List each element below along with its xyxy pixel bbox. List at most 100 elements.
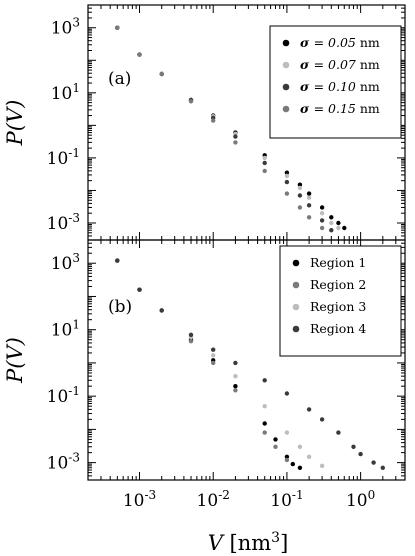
data-point [336, 220, 341, 226]
panel-label: (b) [108, 297, 132, 317]
data-point [306, 215, 312, 220]
panel-label: (a) [108, 69, 131, 89]
x-tick-label: 10-1 [270, 488, 303, 511]
data-point [284, 457, 290, 463]
data-point [284, 391, 290, 396]
data-point [115, 25, 120, 30]
data-point [262, 168, 267, 174]
data-point [233, 134, 238, 139]
data-point [211, 347, 216, 352]
legend-marker [292, 325, 300, 333]
legend: σ = 0.05 nm σ = 0.07 nm σ = 0.10 nm σ = 0.1… [269, 25, 402, 139]
data-point [137, 287, 142, 292]
data-point [319, 417, 325, 422]
x-tick-label: 100 [346, 488, 375, 511]
data-point [233, 374, 238, 379]
x-tick-label: 10-3 [123, 488, 156, 511]
legend-label: σ = 0.15 nm [300, 101, 380, 116]
data-point [233, 388, 238, 393]
data-point [319, 218, 325, 223]
data-point [306, 454, 312, 459]
legend-marker [282, 61, 290, 69]
series-4 [115, 25, 325, 231]
data-points [115, 25, 347, 233]
data-point [262, 421, 267, 426]
data-point [262, 155, 267, 161]
legend-box [269, 25, 402, 139]
data-point [329, 215, 334, 220]
data-point [284, 430, 290, 435]
data-point [262, 160, 267, 166]
series-2 [115, 25, 341, 231]
data-point [273, 437, 278, 442]
data-point [342, 225, 347, 231]
data-point [284, 170, 290, 175]
y-tick-label: 103 [51, 251, 80, 274]
legend-label: σ = 0.05 nm [300, 35, 380, 50]
data-point [319, 225, 325, 231]
data-points [115, 258, 385, 470]
legend-label: σ = 0.07 nm [300, 57, 380, 72]
plot-frame [87, 239, 406, 481]
data-point [371, 460, 376, 465]
legend: Region 1 Region 2 Region 3 Region 4 [279, 245, 402, 357]
y-tick-label: 10-1 [47, 384, 80, 407]
data-point [329, 228, 334, 233]
y-tick-label: 10-3 [47, 451, 80, 474]
series-4 [115, 258, 385, 470]
panel-a: 10-3 10-1 101 103 P(V) (a) σ = 0.05 nm σ = 0.07… [3, 4, 406, 241]
data-point [380, 465, 385, 470]
data-point [351, 444, 356, 449]
data-point [290, 461, 295, 467]
data-point [159, 71, 164, 77]
data-point [233, 384, 238, 389]
legend-label: Region 4 [310, 321, 366, 336]
data-point [306, 195, 312, 200]
data-point [233, 140, 238, 145]
data-point [211, 353, 216, 358]
y-tick-label: 101 [51, 318, 80, 341]
data-point [211, 118, 216, 123]
legend-marker [292, 281, 300, 289]
data-point [358, 451, 363, 457]
data-point [306, 191, 312, 196]
data-point [306, 203, 312, 208]
data-point [297, 193, 303, 198]
legend-marker [282, 39, 290, 47]
data-point [284, 191, 290, 196]
data-point [188, 339, 194, 344]
data-point [273, 444, 278, 449]
legend-marker [292, 259, 300, 267]
legend-marker [282, 105, 290, 113]
x-axis-title: V [nm3] [208, 530, 289, 555]
legend-marker [292, 303, 300, 311]
data-point [329, 220, 334, 226]
legend-label: Region 1 [310, 255, 366, 270]
y-tick-label: 101 [51, 81, 80, 104]
data-point [233, 360, 238, 366]
data-point [319, 205, 325, 210]
data-point [188, 332, 194, 337]
legend-label: σ = 0.10 nm [300, 79, 380, 94]
legend-label: Region 3 [310, 299, 366, 314]
data-point [297, 185, 303, 191]
data-point [319, 463, 325, 468]
data-point [297, 182, 303, 187]
y-tick-label: 10-1 [47, 146, 80, 169]
y-axis-title: P(V) [3, 337, 27, 384]
series-1 [115, 258, 303, 470]
data-point [262, 378, 267, 383]
data-point [297, 444, 303, 449]
data-point [284, 173, 290, 179]
shared-axis: 10-3 10-2 10-1 100 V [nm3] [123, 488, 375, 555]
data-point [137, 52, 142, 57]
data-point [262, 430, 267, 435]
y-tick-label: 10-3 [47, 211, 80, 234]
x-tick-label: 10-2 [197, 488, 230, 511]
data-point [211, 360, 216, 366]
data-point [297, 465, 303, 470]
data-point [297, 205, 303, 210]
data-point [336, 225, 341, 231]
